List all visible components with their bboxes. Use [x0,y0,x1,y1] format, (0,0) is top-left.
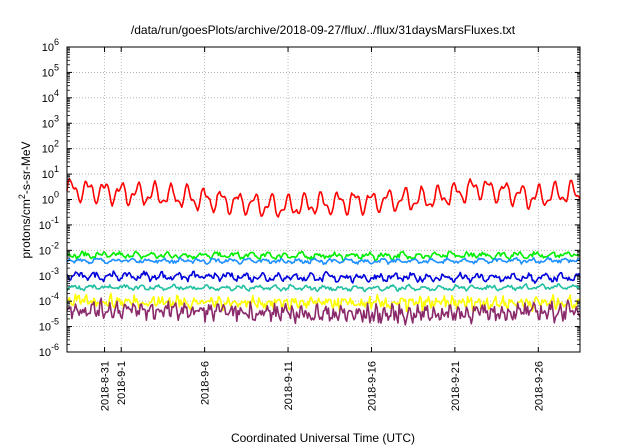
series-line-3 [66,270,581,284]
chart-title: /data/run/goesPlots/archive/2018-09-27/f… [131,23,516,37]
y-axis-label-sup: 2 [17,194,27,199]
x-tick-label: 2018-8-31 [100,361,112,411]
y-tick-label: 101 [42,164,59,181]
y-tick-label: 10-6 [39,342,59,359]
series-line-0 [66,178,581,218]
series-line-5 [66,292,581,313]
y-tick-label: 104 [42,88,59,105]
x-tick-label: 2018-9-11 [283,361,295,410]
series-line-4 [66,283,581,293]
x-tick-label: 2018-9-6 [200,361,212,405]
y-tick-label: 10-3 [39,266,59,283]
y-tick-label: 103 [42,113,59,130]
series-line-6 [66,297,581,326]
y-tick-label: 102 [42,139,59,156]
y-axis-label-suffix: -s-sr-MeV [19,141,33,194]
series-line-2 [66,256,581,266]
y-tick-label: 10-1 [39,215,59,232]
y-axis-label: protons/cm2-s-sr-MeV [17,141,33,258]
y-tick-label: 10-2 [39,240,59,257]
x-axis-label: Coordinated Universal Time (UTC) [231,431,415,445]
y-axis-label-prefix: protons/cm [19,199,33,258]
y-axis-ticks: 10-6 10-5 10-4 10-3 10-2 10-1 100 101 102 103 104 1… [39,37,580,359]
x-tick-label: 2018-9-16 [366,361,378,411]
x-tick-label: 2018-9-26 [533,361,545,411]
data-series [66,178,581,326]
x-tick-label: 2018-9-21 [450,361,462,411]
y-tick-label: 10-5 [39,317,59,334]
y-tick-label: 10-4 [39,291,59,308]
x-tick-label: 2018-9-1 [116,361,128,405]
x-axis-ticks: 2018-8-31 2018-9-1 2018-9-6 2018-9-11 2018-9… [100,47,545,411]
series-line-1 [66,250,581,262]
y-tick-label: 105 [42,62,59,79]
y-tick-label: 106 [42,37,59,54]
y-tick-label: 100 [42,190,59,207]
